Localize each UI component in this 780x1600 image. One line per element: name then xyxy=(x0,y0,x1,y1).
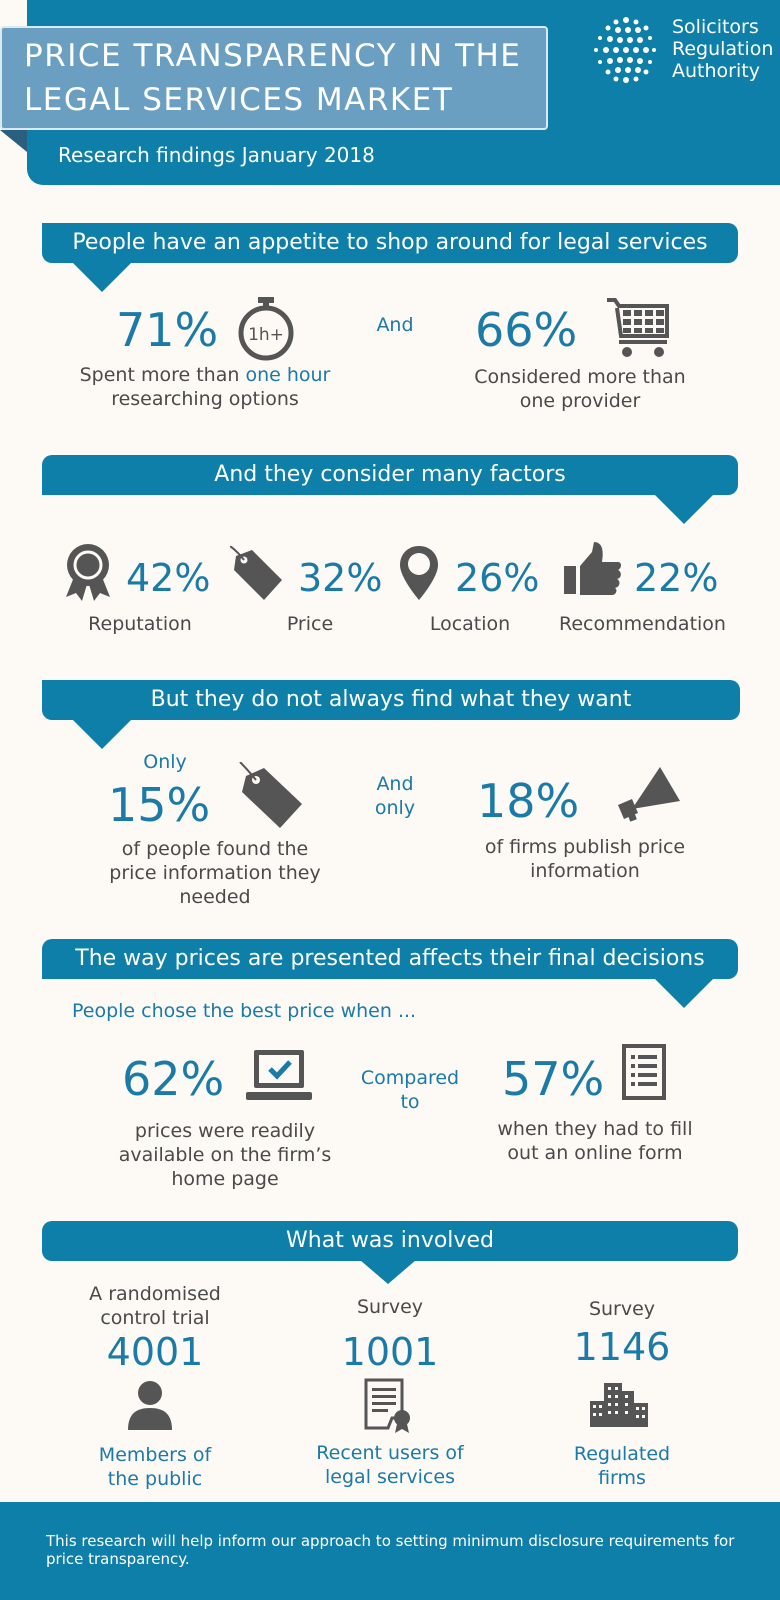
section2-pointer xyxy=(654,494,714,524)
stat-66-caption: Considered more than one provider xyxy=(440,365,720,413)
factor-label-reputation: Reputation xyxy=(88,613,192,635)
involved-label-public-line2: the public xyxy=(107,1468,203,1490)
stat-62-caption-line2: available on the firm’s xyxy=(118,1144,332,1166)
connector-line1: Compared xyxy=(360,1067,460,1089)
involved-number-users: 1001 xyxy=(341,1330,439,1374)
page-subtitle: Research findings January 2018 xyxy=(58,143,375,167)
stopwatch-label: 1h+ xyxy=(248,325,284,345)
title-line-2: LEGAL SERVICES MARKET xyxy=(24,82,454,118)
stat-66-caption-line1: Considered more than xyxy=(474,366,686,388)
logo-wordmark: Solicitors Regulation Authority xyxy=(672,16,773,82)
connector-line2: only xyxy=(374,797,416,819)
stat-18: 18% xyxy=(477,774,580,828)
factor-stat-reputation: 42% xyxy=(126,556,211,600)
stat-71-caption: Spent more than one hour researching opt… xyxy=(60,363,350,411)
factor-label-location: Location xyxy=(429,613,511,635)
section3-pointer xyxy=(72,719,132,749)
stat-71: 71% xyxy=(116,303,219,357)
stat-57-caption-line2: out an online form xyxy=(507,1142,683,1164)
involved-number-firms: 1146 xyxy=(573,1325,671,1369)
stat-15-caption: of people found the price information th… xyxy=(90,837,340,909)
section4-heading: The way prices are presented affects the… xyxy=(42,939,738,979)
section4-pointer xyxy=(654,978,714,1008)
stat-18-caption-line2: information xyxy=(530,860,640,882)
involved-type-trial-line1: A randomised xyxy=(89,1283,221,1305)
certificate-document-icon xyxy=(364,1378,410,1433)
stat-62-caption-line3: home page xyxy=(171,1168,279,1190)
title-box xyxy=(0,26,548,130)
connector-line2: to xyxy=(400,1091,420,1113)
stat-62: 62% xyxy=(122,1052,225,1106)
megaphone-icon xyxy=(618,767,680,822)
factor-stat-location: 26% xyxy=(455,556,540,600)
stat-18-caption: of firms publish price information xyxy=(440,835,730,883)
section1-heading: People have an appetite to shop around f… xyxy=(42,223,738,263)
connector-and: And xyxy=(376,314,414,336)
stat-57-caption-line1: when they had to fill xyxy=(497,1118,693,1140)
stat-71-caption-line2: researching options xyxy=(111,388,299,410)
factor-stat-price: 32% xyxy=(298,556,383,600)
stopwatch-icon: 1h+ xyxy=(238,297,294,361)
involved-label-firms-line2: firms xyxy=(598,1467,646,1489)
section2-heading: And they consider many factors xyxy=(42,455,738,495)
involved-type-trial: A randomised control trial xyxy=(55,1282,255,1330)
section5-heading: What was involved xyxy=(42,1221,738,1261)
person-icon xyxy=(128,1381,172,1430)
logo-line-1: Solicitors xyxy=(672,16,759,38)
stat-18-caption-line1: of firms publish price xyxy=(484,836,686,858)
section1-pointer xyxy=(72,262,132,292)
connector-line1: And xyxy=(376,773,414,795)
caption-highlight: one hour xyxy=(245,364,331,386)
location-pin-icon xyxy=(400,546,438,600)
factor-label-recommendation: Recommendation xyxy=(559,613,726,635)
stat-62-caption-line1: prices were readily xyxy=(134,1120,316,1142)
connector-and-only: And only xyxy=(365,772,425,820)
price-tag-icon xyxy=(230,546,282,600)
stat-15-caption-line2: price information they xyxy=(109,862,321,884)
involved-type-survey-firms: Survey xyxy=(588,1298,656,1320)
shopping-cart-icon xyxy=(607,298,669,357)
stat-57-caption: when they had to fill out an online form xyxy=(470,1117,720,1165)
involved-label-public: Members of the public xyxy=(55,1443,255,1491)
sra-logo-icon xyxy=(594,17,656,83)
only-label: Only xyxy=(143,751,187,773)
price-tag-icon xyxy=(239,762,302,828)
award-rosette-icon xyxy=(66,544,110,601)
title-fold xyxy=(0,130,27,152)
stat-66: 66% xyxy=(475,303,578,357)
footer-text: This research will help inform our appro… xyxy=(46,1532,735,1568)
stat-57: 57% xyxy=(502,1052,605,1106)
involved-type-survey-users: Survey xyxy=(356,1296,424,1318)
logo-line-2: Regulation xyxy=(672,38,774,60)
connector-compared-to: Compared to xyxy=(355,1066,465,1114)
factor-label-price: Price xyxy=(286,613,334,635)
section4-intro: People chose the best price when ... xyxy=(72,1000,417,1022)
factor-stat-recommendation: 22% xyxy=(634,556,719,600)
stat-15-caption-line3: needed xyxy=(179,886,251,908)
stat-66-caption-line2: one provider xyxy=(519,390,641,412)
involved-label-firms: Regulated firms xyxy=(522,1442,722,1490)
involved-label-users-line1: Recent users of xyxy=(316,1442,464,1464)
form-icon xyxy=(622,1044,666,1100)
section3-heading: But they do not always find what they wa… xyxy=(42,680,740,720)
stat-15: 15% xyxy=(108,778,211,832)
laptop-check-icon xyxy=(246,1050,312,1100)
stat-62-caption: prices were readily available on the fir… xyxy=(100,1119,350,1191)
thumbs-up-icon xyxy=(564,542,621,595)
page-title: PRICE TRANSPARENCY IN THE LEGAL SERVICES… xyxy=(24,34,544,122)
involved-label-firms-line1: Regulated xyxy=(573,1443,671,1465)
section5-pointer xyxy=(360,1260,416,1284)
stat-71-caption-line1: Spent more than one hour xyxy=(60,363,350,387)
title-line-1: PRICE TRANSPARENCY IN THE xyxy=(24,38,522,74)
stat-15-caption-line1: of people found the xyxy=(121,838,309,860)
buildings-icon xyxy=(590,1383,648,1427)
involved-label-users: Recent users of legal services xyxy=(290,1441,490,1489)
involved-label-public-line1: Members of xyxy=(98,1444,212,1466)
involved-number-public: 4001 xyxy=(106,1330,204,1374)
involved-label-users-line2: legal services xyxy=(325,1466,455,1488)
footer-band xyxy=(0,1502,780,1600)
logo-line-3: Authority xyxy=(672,60,760,82)
caption-text: Spent more than xyxy=(79,364,246,386)
involved-type-trial-line2: control trial xyxy=(100,1307,210,1329)
